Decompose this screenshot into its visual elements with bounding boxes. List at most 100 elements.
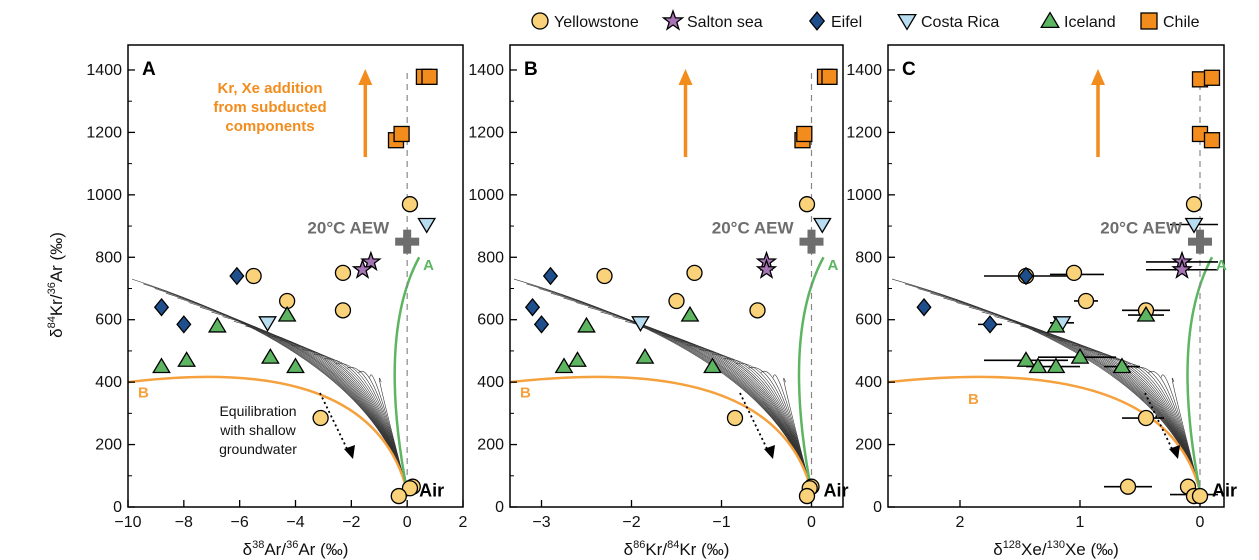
equilibration-arrowhead [764,445,775,459]
data-point [812,217,832,234]
legend-item: Iceland [1040,11,1116,31]
data-point [258,316,277,332]
legend-label: Chile [1163,14,1200,31]
air-label: Air [419,480,444,500]
series-salton-sea [1171,250,1193,279]
y-tick-label: 1200 [86,124,122,141]
kr-xe-arrowhead [1091,69,1105,85]
legend-label: Eifel [831,14,862,31]
data-point [286,357,305,374]
data-point [153,297,170,317]
legend-label: Iceland [1064,14,1116,31]
data-point [152,357,171,374]
y-tick-label: 1200 [846,124,882,141]
series-chile [387,68,438,149]
kr-xe-annotation: components [225,118,314,135]
data-point [982,315,998,334]
data-point [334,264,352,282]
aew-label: 20°C AEW [1100,219,1183,238]
mixing-line [1007,321,1201,492]
data-point [1028,357,1048,374]
data-point [334,302,352,319]
series-yellowstone [1017,196,1209,505]
legend-marker [1140,12,1158,30]
legend-marker [1040,11,1060,29]
y-tick-label: 1000 [846,187,882,204]
data-point [1171,258,1193,279]
data-point [417,217,437,234]
data-point [1018,266,1034,286]
data-point [360,250,382,272]
kr-xe-annotation: from subducted [213,99,326,116]
series-yellowstone [245,196,421,505]
y-tick-label: 1400 [846,62,882,79]
x-tick-label: −8 [175,514,193,531]
mixing-curve-B [127,375,409,492]
data-point [1016,351,1036,367]
y-tick-label: 800 [855,249,882,266]
data-point [554,357,574,374]
equilibration-annotation: with shallow [219,422,296,438]
data-point [631,316,650,332]
y-tick-label: 1200 [468,124,504,141]
x-axis-label: δ38Ar/36Ar (‰) [243,539,349,559]
x-tick-label: 2 [459,514,468,531]
mixing-line [994,316,1201,492]
mixing-line [1032,330,1201,492]
y-tick-label: 600 [95,312,122,329]
panel-label: A [142,59,156,80]
y-tick-label: 600 [477,312,504,329]
air-label: Air [1212,480,1237,500]
y-tick-label: 1000 [86,187,122,204]
y-tick-label: 600 [855,312,882,329]
plot-frame [509,44,844,508]
mixing-line [211,311,408,492]
data-point [312,409,329,427]
data-point [1112,357,1132,374]
legend: Yellowstone Salton sea Eifel Costa Rica Icel… [531,9,1200,31]
mixing-line [587,306,812,492]
y-tick-label: 400 [477,374,504,391]
data-point [1070,348,1090,364]
series-iceland [1016,305,1156,374]
data-point [680,305,700,322]
series-eifel [916,266,1034,334]
data-point [798,487,816,505]
data-point [1065,264,1083,282]
x-tick-label: −1 [712,514,730,531]
data-point [1119,478,1137,495]
data-point [1191,487,1209,505]
series-eifel [153,266,245,334]
data-point [686,264,703,282]
y-tick-label: 800 [95,249,122,266]
y-axis-label: δ84Kr/36Ar (‰) [46,232,66,338]
data-point [393,125,410,143]
series-yellowstone [596,196,820,505]
data-point [596,267,613,285]
x-tick-label: 0 [1196,514,1205,531]
data-point [755,258,778,279]
x-tick-label: −10 [114,514,141,531]
mixing-curve-A [393,256,421,492]
data-point [821,68,838,85]
data-point [229,266,245,286]
legend-item: Salton sea [661,9,763,31]
mixing-line [981,311,1201,492]
data-point [916,297,932,317]
mixing-line [513,278,812,492]
aew-label: 20°C AEW [307,219,390,238]
x-axis-label: δ128Xe/130Xe (‰) [993,539,1119,559]
legend-marker [531,12,549,30]
mixing-line [649,330,812,492]
data-point [1136,305,1156,322]
equilibration-arrowhead [1169,445,1180,459]
mixing-line [143,283,408,492]
y-tick-label: 0 [873,499,882,516]
x-tick-label: −2 [622,514,640,531]
y-tick-label: 200 [855,437,882,454]
curve-label-A: A [828,257,839,274]
data-point [351,258,374,279]
kr-xe-annotation: Kr, Xe addition [217,80,322,97]
mixing-line [131,278,408,492]
data-point [260,348,280,364]
